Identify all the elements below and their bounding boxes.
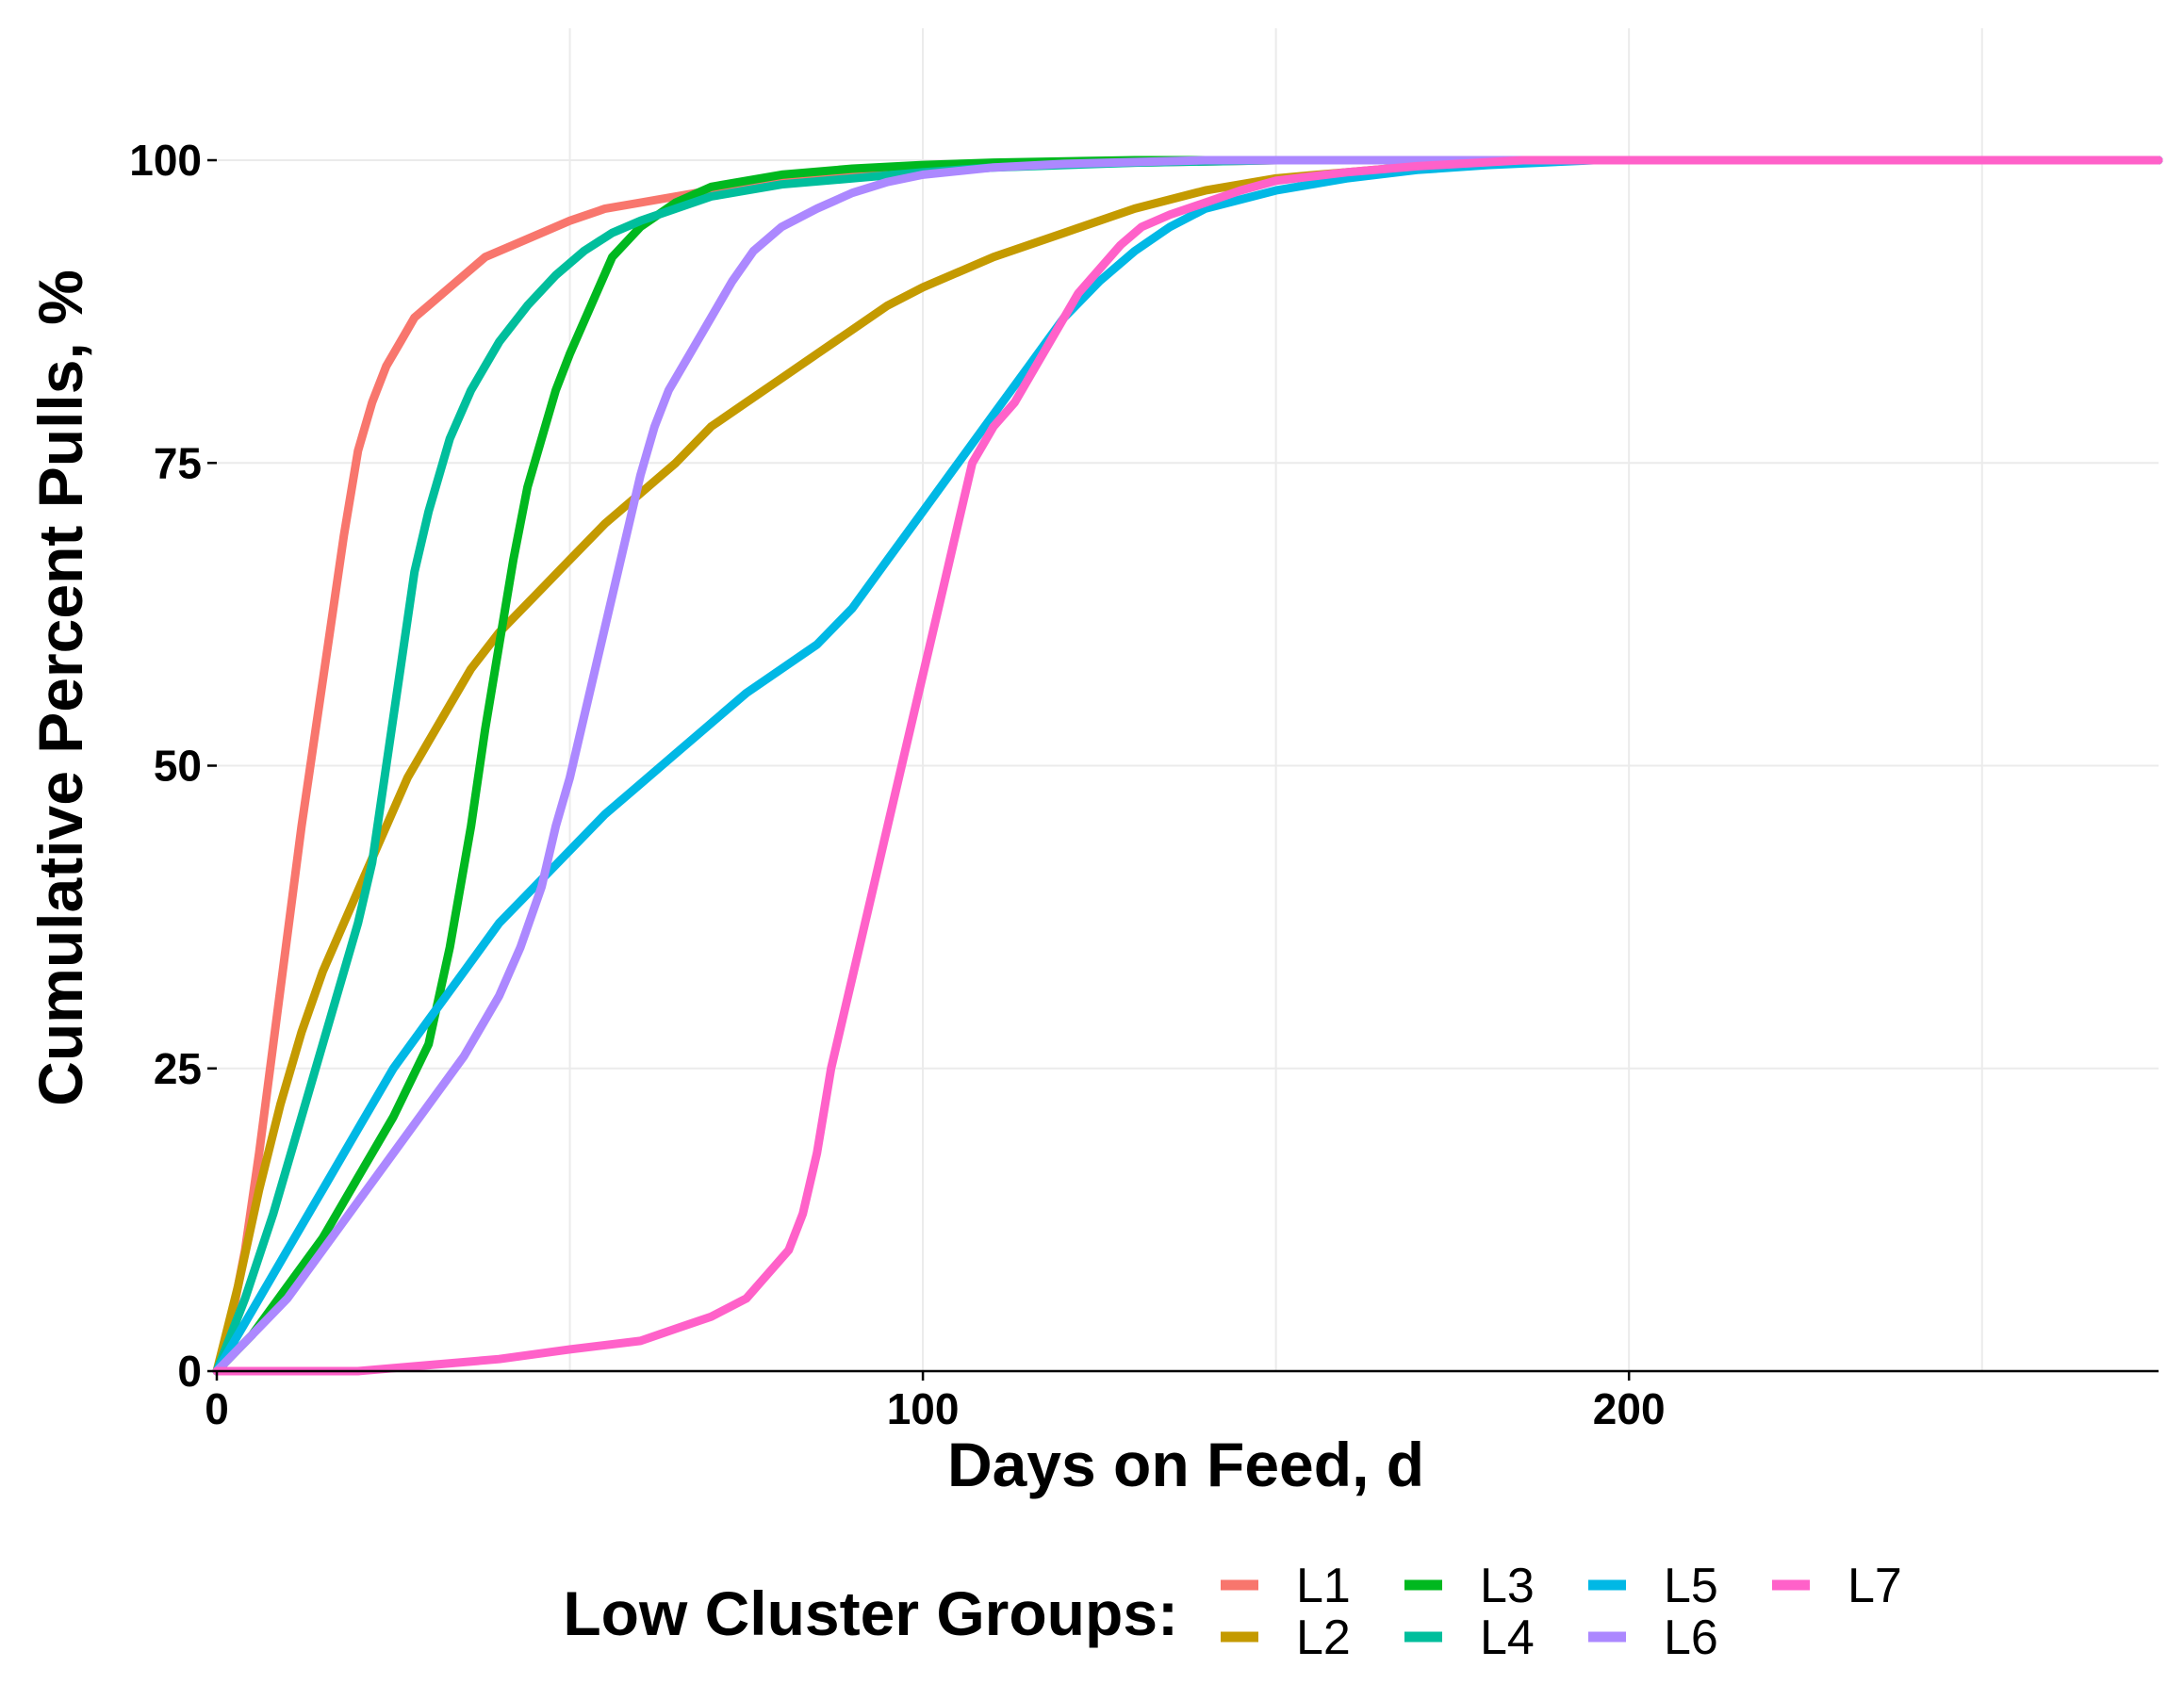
legend-label-L6: L6	[1664, 1610, 1718, 1665]
series-line-L5	[212, 155, 2163, 1376]
legend-label-L7: L7	[1847, 1559, 1902, 1613]
x-tick-label-100: 100	[887, 1384, 960, 1433]
series-line-L6	[212, 155, 2163, 1376]
y-tick-label-0: 0	[177, 1347, 202, 1396]
y-axis-title: Cumulative Percent Pulls, %	[25, 270, 95, 1106]
y-tick-label-50: 50	[154, 742, 202, 791]
legend-title: Low Cluster Groups:	[563, 1578, 1178, 1648]
series-lines	[212, 155, 2163, 1376]
y-tick-label-75: 75	[154, 438, 202, 487]
legend-label-L2: L2	[1296, 1610, 1351, 1665]
legend-label-L4: L4	[1480, 1610, 1535, 1665]
series-line-L3	[212, 155, 2163, 1376]
axes: 0 100 200 0 25 50 75 100	[129, 136, 2159, 1433]
y-tick-label-25: 25	[154, 1044, 202, 1093]
x-axis-title: Days on Feed, d	[947, 1430, 1424, 1499]
legend-label-L1: L1	[1296, 1559, 1351, 1613]
x-tick-label-200: 200	[1593, 1384, 1666, 1433]
legend-label-L3: L3	[1480, 1559, 1535, 1613]
y-tick-label-100: 100	[129, 136, 202, 185]
gridlines	[217, 28, 2159, 1371]
legend-label-L5: L5	[1664, 1559, 1718, 1613]
series-line-L7	[212, 155, 2163, 1376]
series-line-L4	[212, 155, 2163, 1376]
x-tick-label-0: 0	[205, 1384, 229, 1433]
